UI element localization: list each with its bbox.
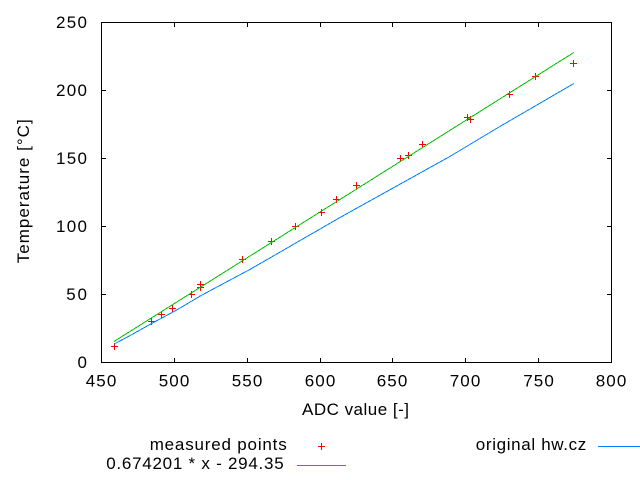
svg-text:700: 700 (450, 371, 481, 390)
svg-text:600: 600 (305, 371, 336, 390)
svg-text:0.674201 * x - 294.35: 0.674201 * x - 294.35 (106, 454, 284, 473)
svg-text:150: 150 (56, 149, 87, 168)
svg-text:measured points: measured points (150, 435, 287, 454)
svg-text:50: 50 (66, 285, 87, 304)
svg-text:250: 250 (56, 13, 87, 32)
svg-text:750: 750 (523, 371, 554, 390)
svg-text:500: 500 (159, 371, 190, 390)
svg-text:0: 0 (78, 353, 87, 372)
svg-text:650: 650 (377, 371, 408, 390)
svg-text:550: 550 (232, 371, 263, 390)
svg-text:200: 200 (56, 81, 87, 100)
svg-text:100: 100 (56, 217, 87, 236)
svg-text:Temperature [°C]: Temperature [°C] (14, 119, 33, 263)
svg-text:ADC value [-]: ADC value [-] (302, 400, 409, 419)
svg-text:original hw.cz: original hw.cz (476, 435, 587, 454)
svg-text:800: 800 (596, 371, 627, 390)
svg-text:450: 450 (86, 371, 117, 390)
